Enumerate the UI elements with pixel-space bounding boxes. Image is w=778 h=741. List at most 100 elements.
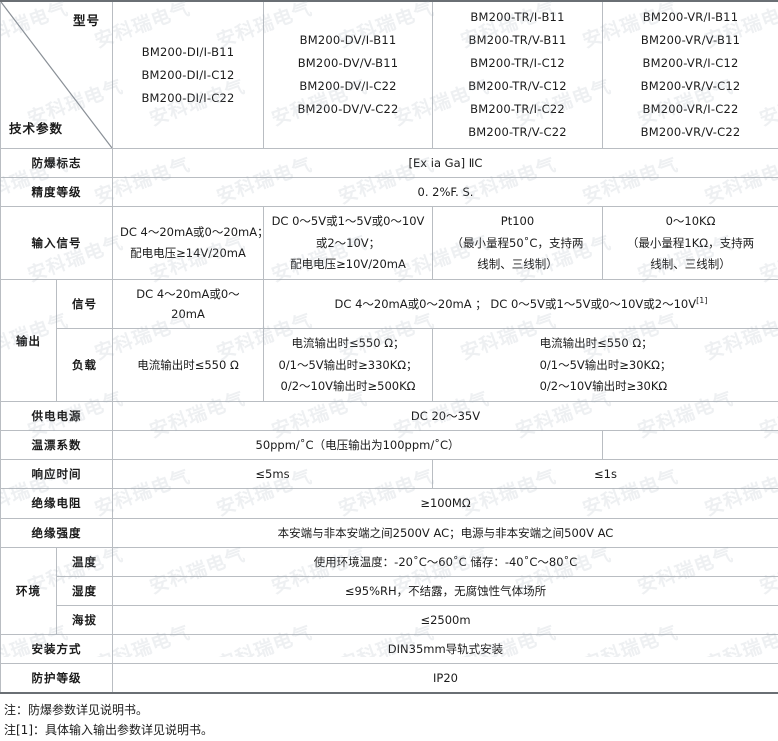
row-label-protection: 防护等级 [1,664,113,693]
model-item: BM200-VR/I-C22 [610,98,771,121]
value-ex-mark: [Ex ia Ga] ⅡC [113,149,778,178]
text-line: （最小量程50˚C，支持两 [440,233,595,254]
row-label-env-altitude: 海拔 [57,605,113,634]
row-accuracy: 精度等级 0. 2%F. S. [1,178,778,207]
model-item: BM200-TR/I-C12 [440,52,595,75]
text-line: 或2～10V； [271,233,425,254]
row-environment-humidity: 湿度 ≤95%RH，不结露，无腐蚀性气体场所 [1,576,778,605]
value-insulation-resistance: ≥100MΩ [113,489,778,518]
footnote-marker: [1] [696,296,707,305]
value-accuracy: 0. 2%F. S. [113,178,778,207]
input-signal-di: DC 4～20mA或0～20mA； 配电电压≥14V/20mA [113,207,264,280]
text-line: 电流输出时≤550 Ω； [540,333,672,354]
row-environment-temperature: 环境 温度 使用环境温度：-20˚C～60˚C 储存：-40˚C～80˚C [1,547,778,576]
text-line: 0/2～10V输出时≥500KΩ [271,376,425,397]
specification-table: 型号 技术参数 BM200-DI/I-B11 BM200-DI/I-C12 BM… [0,0,778,693]
row-label-accuracy: 精度等级 [1,178,113,207]
model-item: BM200-TR/V-B11 [440,29,595,52]
text-line: DC 0～5V或1～5V或0～10V [271,211,425,232]
output-signal-text: DC 4～20mA或0～20mA ； DC 0～5V或1～5V或0～10V或2～… [335,297,697,311]
note-line: 注[1]：具体输入输出参数详见说明书。 [4,721,774,741]
header-tech-param-label: 技术参数 [9,118,63,140]
model-item: BM200-DV/I-B11 [271,29,425,52]
row-output-signal: 输出 信号 DC 4～20mA或0～20mA DC 4～20mA或0～20mA … [1,280,778,329]
value-response-time-right: ≤1s [433,460,778,489]
row-insulation-strength: 绝缘强度 本安端与非本安端之间2500V AC；电源与非本安端之间500V AC [1,518,778,547]
model-list-tr: BM200-TR/I-B11 BM200-TR/V-B11 BM200-TR/I… [440,6,595,144]
value-power-supply: DC 20～35V [113,402,778,431]
row-label-insulation-strength: 绝缘强度 [1,518,113,547]
model-list-di: BM200-DI/I-B11 BM200-DI/I-C12 BM200-DI/I… [120,41,256,110]
row-label-temp-drift: 温漂系数 [1,431,113,460]
text-line: 电流输出时≤550 Ω； [271,333,425,354]
row-environment-altitude: 海拔 ≤2500m [1,605,778,634]
note-line: 注：防爆参数详见说明书。 [4,701,774,721]
model-list-dv: BM200-DV/I-B11 BM200-DV/V-B11 BM200-DV/I… [271,29,425,121]
text-line: 0/2～10V输出时≥30KΩ [540,376,672,397]
value-env-humidity: ≤95%RH，不结露，无腐蚀性气体场所 [113,576,778,605]
text-line: 配电电压≥14V/20mA [120,243,256,264]
row-label-env-temperature: 温度 [57,547,113,576]
row-insulation-resistance: 绝缘电阻 ≥100MΩ [1,489,778,518]
header-model-label: 型号 [73,10,100,32]
model-list-vr: BM200-VR/I-B11 BM200-VR/V-B11 BM200-VR/I… [610,6,771,144]
value-response-time-left: ≤5ms [113,460,433,489]
row-label-output-load: 负载 [57,329,113,402]
value-temp-drift-empty [603,431,778,460]
row-protection: 防护等级 IP20 [1,664,778,693]
row-label-output-signal: 信号 [57,280,113,329]
table-header-row: 型号 技术参数 BM200-DI/I-B11 BM200-DI/I-C12 BM… [1,1,778,149]
model-item: BM200-VR/I-C12 [610,52,771,75]
output-load-trvr: 电流输出时≤550 Ω； 0/1～5V输出时≥30KΩ； 0/2～10V输出时≥… [433,329,778,402]
input-signal-tr: Pt100 （最小量程50˚C，支持两 线制、三线制） [433,207,603,280]
row-label-insulation-resistance: 绝缘电阻 [1,489,113,518]
row-power-supply: 供电电源 DC 20～35V [1,402,778,431]
model-item: BM200-DV/V-B11 [271,52,425,75]
input-signal-vr: 0～10KΩ （最小量程1KΩ，支持两 线制、三线制） [603,207,778,280]
row-label-mounting: 安装方式 [1,635,113,664]
row-label-env-humidity: 湿度 [57,576,113,605]
input-signal-dv: DC 0～5V或1～5V或0～10V 或2～10V； 配电电压≥10V/20mA [264,207,433,280]
text-line: 配电电压≥10V/20mA [271,254,425,275]
model-column-vr: BM200-VR/I-B11 BM200-VR/V-B11 BM200-VR/I… [603,1,778,149]
output-load-dv: 电流输出时≤550 Ω； 0/1～5V输出时≥330KΩ； 0/2～10V输出时… [264,329,433,402]
model-item: BM200-DV/V-C22 [271,98,425,121]
model-item: BM200-VR/I-B11 [610,6,771,29]
text-line: （最小量程1KΩ，支持两 [610,233,771,254]
model-item: BM200-TR/I-C22 [440,98,595,121]
value-temp-drift: 50ppm/˚C（电压输出为100ppm/˚C） [113,431,603,460]
model-item: BM200-VR/V-C12 [610,75,771,98]
model-column-dv: BM200-DV/I-B11 BM200-DV/V-B11 BM200-DV/I… [264,1,433,149]
table-notes: 注：防爆参数详见说明书。 注[1]：具体输入输出参数详见说明书。 [0,692,778,741]
text-line: 0/1～5V输出时≥30KΩ； [540,355,672,376]
model-item: BM200-VR/V-C22 [610,121,771,144]
output-signal-rest: DC 4～20mA或0～20mA ； DC 0～5V或1～5V或0～10V或2～… [264,280,778,329]
value-env-altitude: ≤2500m [113,605,778,634]
row-mounting: 安装方式 DIN35mm导轨式安装 [1,635,778,664]
text-line: 0～10KΩ [610,211,771,232]
model-item: BM200-TR/V-C12 [440,75,595,98]
output-signal-di: DC 4～20mA或0～20mA [113,280,264,329]
text-line: DC 4～20mA或0～20mA； [120,222,256,243]
output-load-di: 电流输出时≤550 Ω [113,329,264,402]
model-item: BM200-DI/I-C22 [120,87,256,110]
value-env-temperature: 使用环境温度：-20˚C～60˚C 储存：-40˚C～80˚C [113,547,778,576]
corner-cell: 型号 技术参数 [1,1,113,149]
row-output-load: 负载 电流输出时≤550 Ω 电流输出时≤550 Ω； 0/1～5V输出时≥33… [1,329,778,402]
text-line: Pt100 [440,211,595,232]
model-item: BM200-VR/V-B11 [610,29,771,52]
row-response-time: 响应时间 ≤5ms ≤1s [1,460,778,489]
model-item: BM200-TR/V-C22 [440,121,595,144]
model-item: BM200-TR/I-B11 [440,6,595,29]
text-line: 0/1～5V输出时≥330KΩ； [271,355,425,376]
value-insulation-strength: 本安端与非本安端之间2500V AC；电源与非本安端之间500V AC [113,518,778,547]
row-temp-drift: 温漂系数 50ppm/˚C（电压输出为100ppm/˚C） [1,431,778,460]
model-column-tr: BM200-TR/I-B11 BM200-TR/V-B11 BM200-TR/I… [433,1,603,149]
row-label-environment: 环境 [1,547,57,634]
row-input-signal: 输入信号 DC 4～20mA或0～20mA； 配电电压≥14V/20mA DC … [1,207,778,280]
row-label-output: 输出 [1,280,57,402]
model-item: BM200-DV/I-C22 [271,75,425,98]
text-line: 线制、三线制） [610,254,771,275]
value-mounting: DIN35mm导轨式安装 [113,635,778,664]
row-label-response-time: 响应时间 [1,460,113,489]
